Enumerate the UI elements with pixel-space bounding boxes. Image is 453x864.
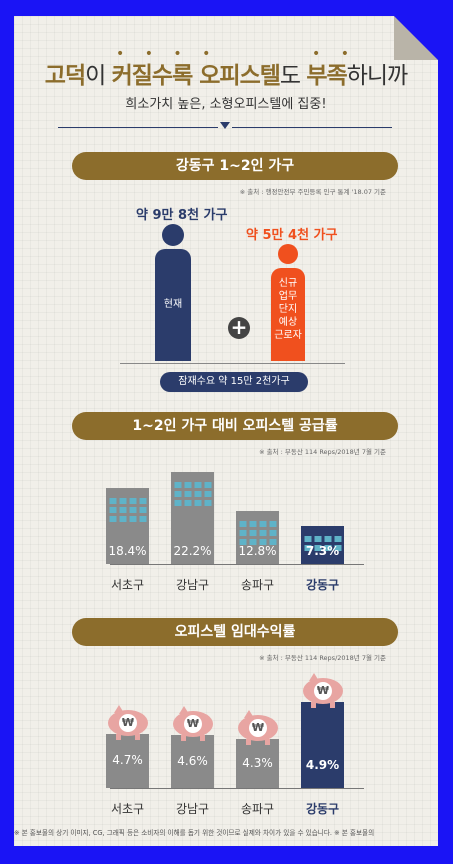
baseline — [120, 363, 345, 364]
supply-bar: 12.8% — [236, 510, 279, 564]
yield-bar: 4.9% — [301, 702, 344, 788]
source-note: ※ 출처 : 부동산 114 Reps/2018년 7월 기준 — [259, 654, 386, 662]
headline-part: 하니까 — [346, 63, 408, 89]
new-bar-line: 업무 — [278, 291, 298, 302]
supply-value-label: 18.4% — [108, 543, 147, 558]
ground-line — [110, 564, 364, 565]
new-bar-line: 예상 — [278, 317, 298, 328]
district-label: 강남구 — [175, 578, 210, 592]
current-bar-label: 현재 — [163, 299, 183, 310]
headline-part: 이 — [85, 63, 112, 89]
new-bar-line: 단지 — [278, 304, 298, 315]
supply-bar: 22.2% — [171, 472, 214, 564]
person-head-icon — [278, 244, 298, 264]
section-title: 강동구 1~2인 가구 — [72, 152, 398, 180]
district-label: 서초구 — [110, 578, 145, 592]
new-person-bar: 신규 업무 단지 예상 근로자 — [271, 268, 305, 361]
infographic-page: • • • • • • 고덕이 커질수록 오피스텔도 부족하니까 희소가치 높은… — [14, 16, 438, 846]
headline-part: 부족 — [306, 63, 347, 89]
yield-value-label: 4.9% — [305, 758, 340, 772]
yield-value-label: 4.6% — [177, 753, 208, 768]
window-icon — [304, 536, 341, 551]
piggy-bank-icon: ₩ — [108, 705, 148, 740]
footnote: ※ 본 홍보물의 상기 이미지, CG, 그래픽 등은 소비자의 이해를 돕기 … — [14, 829, 375, 837]
window-icon — [174, 482, 211, 506]
headline: 고덕이 커질수록 오피스텔도 부족하니까 — [14, 56, 438, 90]
new-bar-line: 신규 — [278, 278, 298, 289]
supply-value-label: 22.2% — [173, 544, 212, 558]
window-icon — [239, 520, 276, 545]
supply-value-label: 7.3% — [305, 544, 340, 558]
district-label: 강남구 — [175, 802, 210, 816]
district-label: 강동구 — [305, 578, 340, 592]
subhead: 희소가치 높은, 소형오피스텔에 집중! — [125, 97, 327, 112]
new-bar-line: 근로자 — [274, 330, 302, 341]
new-households-label: 약 5만 4천 가구 — [246, 228, 338, 243]
yield-bar: 4.7% — [106, 734, 149, 788]
yield-bar: 4.3% — [236, 739, 279, 788]
piggy-bank-icon: ₩ — [173, 706, 213, 741]
window-icon — [109, 497, 146, 522]
district-label: 서초구 — [110, 802, 145, 816]
district-label: 강동구 — [305, 802, 340, 816]
piggy-bank-icon: ₩ — [303, 673, 343, 708]
section-title: 오피스텔 임대수익률 — [72, 618, 398, 646]
plus-icon: + — [228, 317, 250, 339]
won-coin-icon: ₩ — [249, 719, 267, 737]
headline-part: 커질수록 오피스텔 — [111, 63, 281, 89]
won-coin-icon: ₩ — [314, 682, 332, 700]
supply-bar: 18.4% — [106, 487, 149, 564]
current-person-bar: 현재 — [155, 249, 191, 361]
emphasis-dots: • • — [312, 46, 357, 62]
supply-bar: 7.3% — [301, 526, 344, 564]
caret-down-icon — [220, 122, 230, 129]
divider — [58, 127, 218, 128]
yield-bar: 4.6% — [171, 735, 214, 788]
total-demand-pill: 잠재수요 약 15만 2천가구 — [160, 372, 308, 392]
ground-line — [110, 788, 364, 789]
district-label: 송파구 — [240, 578, 275, 592]
yield-value-label: 4.7% — [112, 753, 143, 767]
yield-value-label: 4.3% — [242, 755, 273, 770]
corner-fold — [394, 16, 438, 60]
won-coin-icon: ₩ — [119, 714, 137, 732]
piggy-bank-icon: ₩ — [238, 710, 278, 745]
person-head-icon — [162, 224, 184, 246]
emphasis-dots: • • • • — [116, 46, 219, 62]
section-title: 1~2인 가구 대비 오피스텔 공급률 — [72, 412, 398, 440]
district-label: 송파구 — [240, 802, 275, 816]
source-note: ※ 출처 : 행정안전부 주민등록 인구 통계 '18.07 기준 — [239, 188, 386, 196]
supply-value-label: 12.8% — [238, 543, 277, 558]
headline-part: 고덕 — [44, 63, 86, 89]
headline-part: 도 — [279, 63, 307, 89]
won-coin-icon: ₩ — [184, 715, 202, 733]
divider — [232, 127, 392, 128]
source-note: ※ 출처 : 부동산 114 Reps/2018년 7월 기준 — [259, 448, 386, 456]
current-households-label: 약 9만 8천 가구 — [136, 208, 228, 223]
